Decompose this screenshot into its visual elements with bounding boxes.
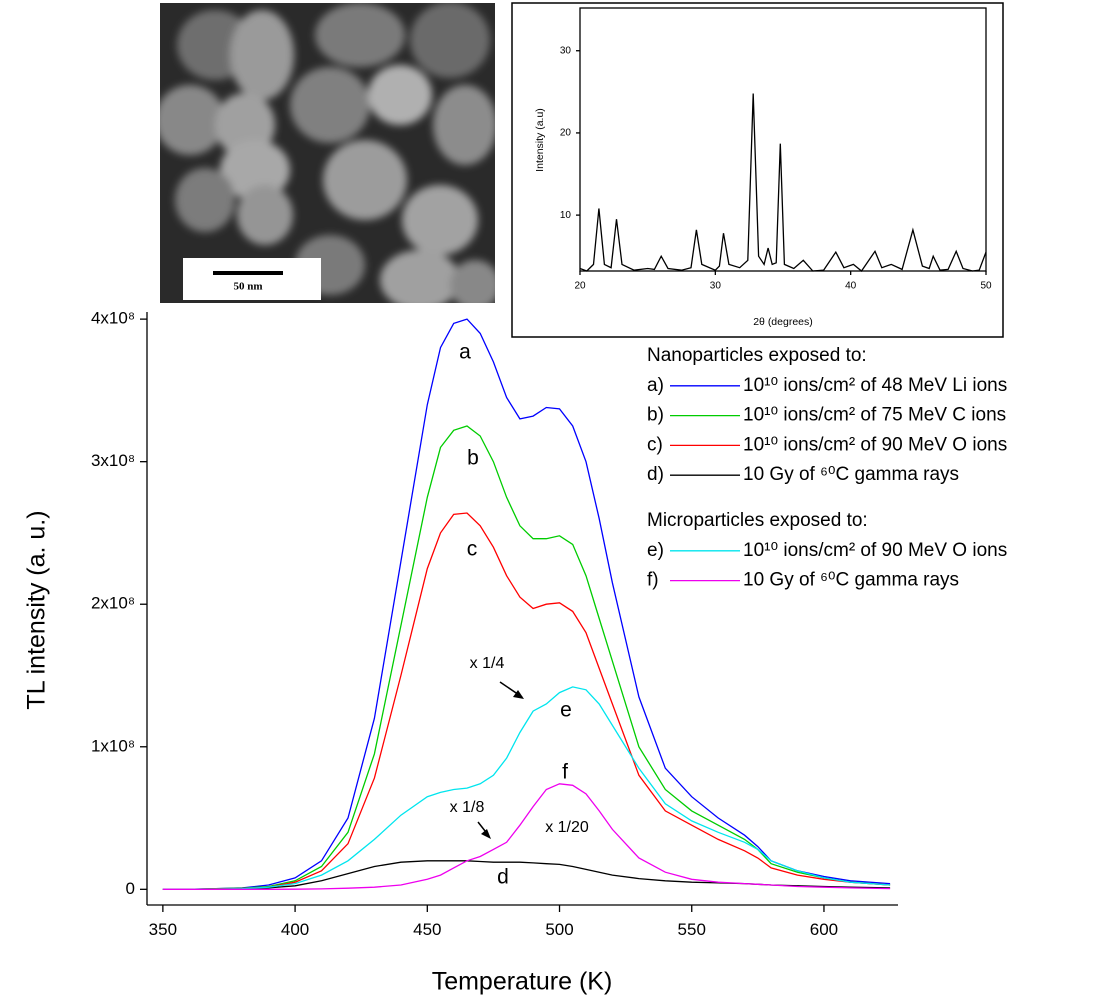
x-axis-label: 2θ (degrees) [753,316,813,328]
legend-title: Microparticles exposed to: [647,510,868,531]
inset-frame [511,2,1004,338]
x-tick-label: 50 [980,281,992,292]
y-tick-label: 1x10⁸ [91,736,135,755]
annotation: x 1/8 [450,799,485,816]
arrowhead [513,690,524,699]
x-tick-label: 350 [149,920,177,939]
x-tick-label: 20 [574,281,586,292]
y-tick-label: 3x10⁸ [91,451,135,470]
data-line [162,512,891,890]
data-line [162,686,891,890]
x-tick-label: 450 [413,920,441,939]
y-tick-label: 10 [560,210,572,221]
legend-label: 10 Gy of ⁶⁰C gamma rays [743,570,959,591]
annotation: d [497,866,509,889]
scale-bar-label: 50 nm [233,281,262,293]
legend-key: c) [647,434,663,455]
plot-frame [579,7,987,272]
x-tick-label: 500 [545,920,573,939]
arrowhead [481,829,491,839]
data-line [162,425,891,890]
y-axis-label: Intensity (a.u) [534,108,546,172]
x-tick-label: 550 [678,920,706,939]
data-line [162,318,891,890]
annotation: b [467,447,479,470]
x-tick-label: 400 [281,920,309,939]
legend-key: e) [647,540,664,561]
legend-label: 10¹⁰ ions/cm² of 90 MeV O ions [743,540,1007,561]
data-line [579,93,987,272]
annotation: x 1/4 [470,655,505,672]
legend-key: f) [647,570,659,591]
annotation: e [560,699,572,722]
y-tick-label: 0 [126,879,135,898]
y-tick-label: 30 [560,45,572,56]
x-tick-label: 600 [810,920,838,939]
x-axis-label: Temperature (K) [432,968,613,996]
legend-key: d) [647,464,664,485]
annotation: f [562,761,568,784]
x-tick-label: 30 [710,281,722,292]
legend-title: Nanoparticles exposed to: [647,345,867,366]
y-tick-label: 20 [560,128,572,139]
legend-label: 10¹⁰ ions/cm² of 90 MeV O ions [743,434,1007,455]
legend-label: 10¹⁰ ions/cm² of 48 MeV Li ions [743,375,1007,396]
annotation: c [467,538,478,561]
data-line [162,783,891,890]
x-tick-label: 40 [845,281,857,292]
annotation: x 1/20 [545,819,589,836]
legend-label: 10 Gy of ⁶⁰C gamma rays [743,464,959,485]
sem-image: 50 nm [160,3,495,303]
y-axis-label: TL intensity (a. u.) [23,510,51,709]
legend-key: b) [647,405,664,426]
y-tick-label: 4x10⁸ [91,309,135,328]
legend-key: a) [647,375,664,396]
annotation: a [459,341,471,364]
y-tick-label: 2x10⁸ [91,594,135,613]
legend-label: 10¹⁰ ions/cm² of 75 MeV C ions [743,405,1006,426]
